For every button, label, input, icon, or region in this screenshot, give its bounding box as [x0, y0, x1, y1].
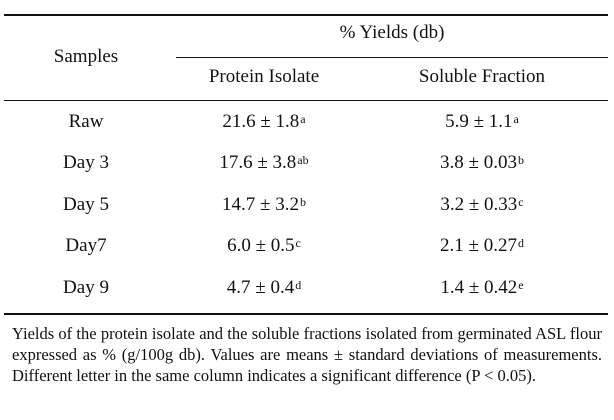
table-footnote: Yields of the protein isolate and the so…	[12, 324, 602, 385]
soluble-fraction-cell: 3.2 ± 0.33c	[440, 194, 523, 216]
protein-isolate-cell: 4.7 ± 0.4d	[227, 277, 301, 299]
table-row: Day 5 14.7 ± 3.2b 3.2 ± 0.33c	[0, 194, 614, 216]
protein-isolate-cell: 17.6 ± 3.8ab	[219, 152, 308, 174]
significance-letter: a	[300, 112, 306, 126]
soluble-fraction-cell: 3.8 ± 0.03b	[440, 152, 524, 174]
soluble-fraction-cell: 2.1 ± 0.27d	[440, 235, 524, 257]
significance-letter: d	[517, 236, 524, 250]
protein-isolate-cell: 14.7 ± 3.2b	[222, 194, 306, 216]
sample-cell: Day 9	[63, 277, 109, 298]
significance-letter: e	[518, 278, 524, 292]
group-header-rule	[176, 57, 608, 58]
sample-cell: Day 5	[63, 194, 109, 215]
header-soluble-fraction: Soluble Fraction	[418, 66, 546, 87]
value: 21.6 ± 1.8	[222, 111, 300, 132]
value: 14.7 ± 3.2	[222, 194, 299, 215]
significance-letter: c	[295, 236, 301, 250]
value: 17.6 ± 3.8	[219, 152, 297, 173]
value: 2.1 ± 0.27	[440, 235, 517, 256]
significance-letter: ab	[297, 153, 309, 167]
value: 3.2 ± 0.33	[440, 194, 518, 215]
header-protein-isolate: Protein Isolate	[208, 66, 320, 87]
value: 1.4 ± 0.42	[440, 277, 518, 298]
significance-letter: d	[295, 278, 302, 292]
soluble-fraction-cell: 5.9 ± 1.1a	[445, 111, 519, 133]
protein-isolate-cell: 21.6 ± 1.8a	[222, 111, 305, 133]
header-bottom-rule	[4, 100, 608, 101]
soluble-fraction-cell: 1.4 ± 0.42e	[440, 277, 523, 299]
value: 3.8 ± 0.03	[440, 152, 517, 173]
table-row: Day 3 17.6 ± 3.8ab 3.8 ± 0.03b	[0, 152, 614, 174]
table-bottom-rule	[4, 313, 608, 315]
protein-isolate-cell: 6.0 ± 0.5c	[227, 235, 301, 257]
table-row: Day7 6.0 ± 0.5c 2.1 ± 0.27d	[0, 235, 614, 257]
value: 4.7 ± 0.4	[226, 277, 295, 298]
table-row: Raw 21.6 ± 1.8a 5.9 ± 1.1a	[0, 111, 614, 133]
table-top-rule	[4, 14, 608, 16]
table-row: Day 9 4.7 ± 0.4d 1.4 ± 0.42e	[0, 277, 614, 299]
significance-letter: b	[299, 195, 306, 209]
header-yields-group: % Yields (db)	[339, 22, 445, 43]
sample-cell: Day7	[65, 235, 107, 256]
significance-letter: a	[513, 112, 519, 126]
header-samples: Samples	[53, 46, 119, 67]
value: 5.9 ± 1.1	[445, 111, 513, 132]
significance-letter: b	[517, 153, 524, 167]
sample-cell: Raw	[68, 111, 104, 132]
significance-letter: c	[518, 195, 524, 209]
sample-cell: Day 3	[63, 152, 109, 173]
value: 6.0 ± 0.5	[227, 235, 295, 256]
